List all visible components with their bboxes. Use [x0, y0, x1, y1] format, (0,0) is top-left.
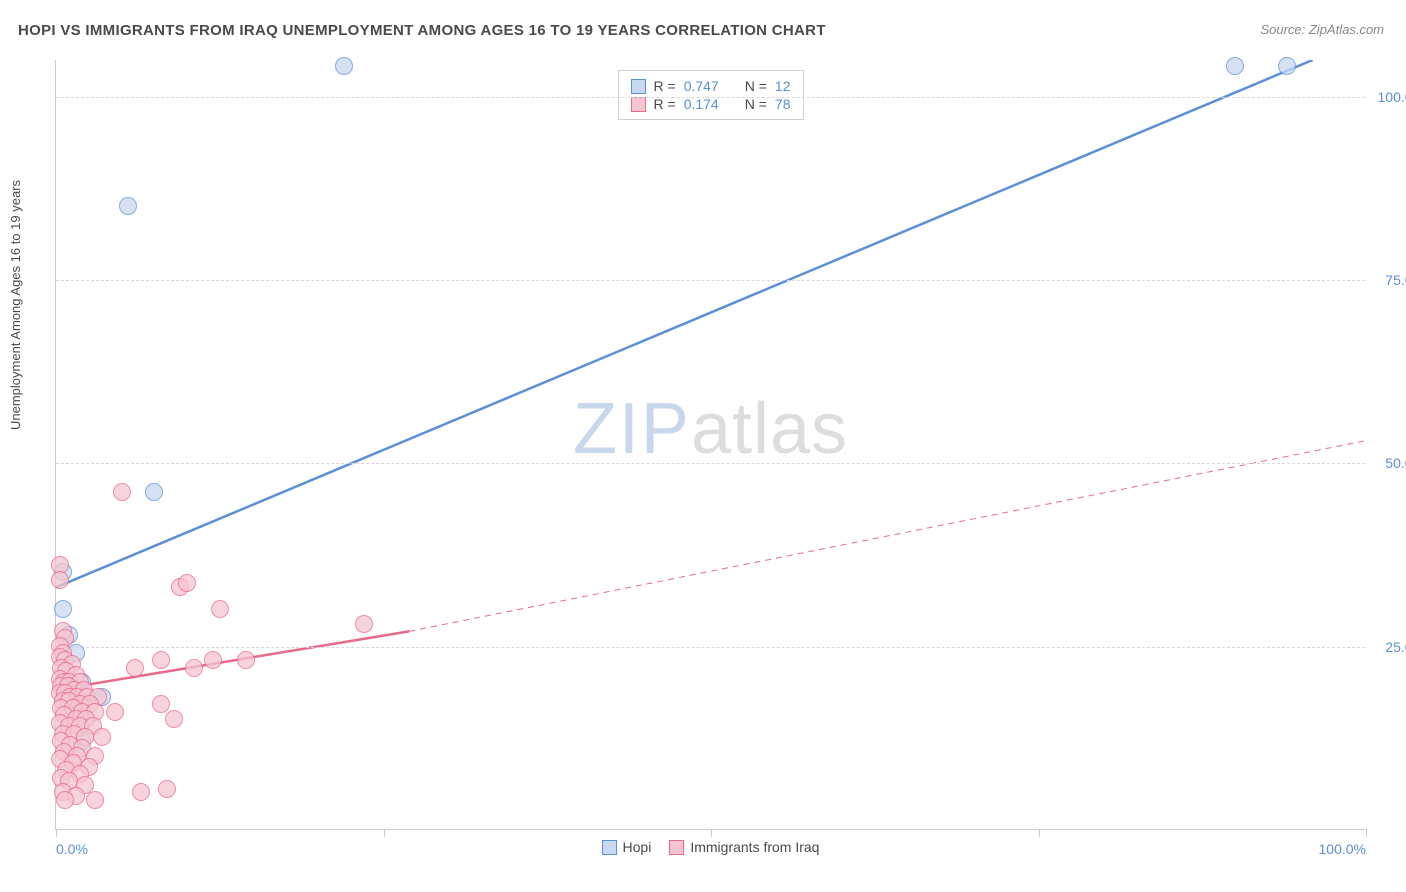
data-point-iraq	[185, 659, 203, 677]
legend-stats: R = 0.747 N = 12 R = 0.174 N = 78	[618, 70, 804, 120]
data-point-iraq	[51, 571, 69, 589]
data-point-iraq	[211, 600, 229, 618]
legend-series-label: Immigrants from Iraq	[690, 839, 819, 855]
data-point-iraq	[355, 615, 373, 633]
chart-title: HOPI VS IMMIGRANTS FROM IRAQ UNEMPLOYMEN…	[18, 22, 826, 39]
x-tick	[384, 829, 385, 837]
grid-line	[56, 463, 1365, 464]
legend-stat-row: R = 0.747 N = 12	[631, 77, 791, 95]
x-tick-label: 100.0%	[1319, 841, 1366, 857]
legend-swatch	[631, 79, 646, 94]
x-tick-label: 0.0%	[56, 841, 88, 857]
watermark-part1: ZIP	[573, 389, 691, 469]
x-tick	[711, 829, 712, 837]
watermark-part2: atlas	[691, 389, 848, 469]
y-axis-label: Unemployment Among Ages 16 to 19 years	[8, 180, 23, 430]
y-tick-label: 100.0%	[1378, 89, 1406, 105]
data-point-iraq	[56, 791, 74, 809]
data-point-hopi	[119, 197, 137, 215]
x-tick	[1039, 829, 1040, 837]
correlation-chart: HOPI VS IMMIGRANTS FROM IRAQ UNEMPLOYMEN…	[0, 0, 1406, 892]
data-point-iraq	[126, 659, 144, 677]
data-point-iraq	[93, 728, 111, 746]
legend-r-label: R =	[654, 78, 676, 94]
legend-series-item: Immigrants from Iraq	[669, 839, 819, 855]
legend-n-label: N =	[745, 96, 767, 112]
data-point-iraq	[204, 651, 222, 669]
legend-series: Hopi Immigrants from Iraq	[602, 839, 820, 855]
legend-series-item: Hopi	[602, 839, 652, 855]
legend-swatch	[669, 840, 684, 855]
data-point-hopi	[335, 57, 353, 75]
watermark: ZIPatlas	[573, 388, 848, 470]
legend-n-label: N =	[745, 78, 767, 94]
legend-n-value: 78	[775, 96, 791, 112]
y-tick-label: 75.0%	[1385, 272, 1406, 288]
grid-line	[56, 647, 1365, 648]
legend-r-value: 0.174	[684, 96, 719, 112]
grid-line	[56, 280, 1365, 281]
data-point-hopi	[1278, 57, 1296, 75]
data-point-iraq	[113, 483, 131, 501]
plot-area: ZIPatlas R =0.747N =12R =0.174N =78 Hopi…	[55, 60, 1365, 830]
data-point-iraq	[178, 574, 196, 592]
data-point-iraq	[152, 651, 170, 669]
data-point-hopi	[54, 600, 72, 618]
y-tick-label: 25.0%	[1385, 639, 1406, 655]
data-point-iraq	[152, 695, 170, 713]
data-point-iraq	[237, 651, 255, 669]
trend-lines	[56, 60, 1365, 829]
x-tick	[56, 829, 57, 837]
legend-series-label: Hopi	[623, 839, 652, 855]
legend-r-value: 0.747	[684, 78, 719, 94]
data-point-iraq	[106, 703, 124, 721]
data-point-iraq	[158, 780, 176, 798]
legend-swatch	[602, 840, 617, 855]
legend-n-value: 12	[775, 78, 791, 94]
chart-source: Source: ZipAtlas.com	[1260, 22, 1384, 37]
legend-r-label: R =	[654, 96, 676, 112]
y-tick-label: 50.0%	[1385, 455, 1406, 471]
data-point-iraq	[86, 791, 104, 809]
legend-swatch	[631, 97, 646, 112]
data-point-iraq	[132, 783, 150, 801]
legend-stat-row: R = 0.174 N = 78	[631, 95, 791, 113]
x-tick	[1366, 829, 1367, 837]
grid-line	[56, 97, 1365, 98]
data-point-hopi	[145, 483, 163, 501]
data-point-iraq	[165, 710, 183, 728]
data-point-hopi	[1226, 57, 1244, 75]
